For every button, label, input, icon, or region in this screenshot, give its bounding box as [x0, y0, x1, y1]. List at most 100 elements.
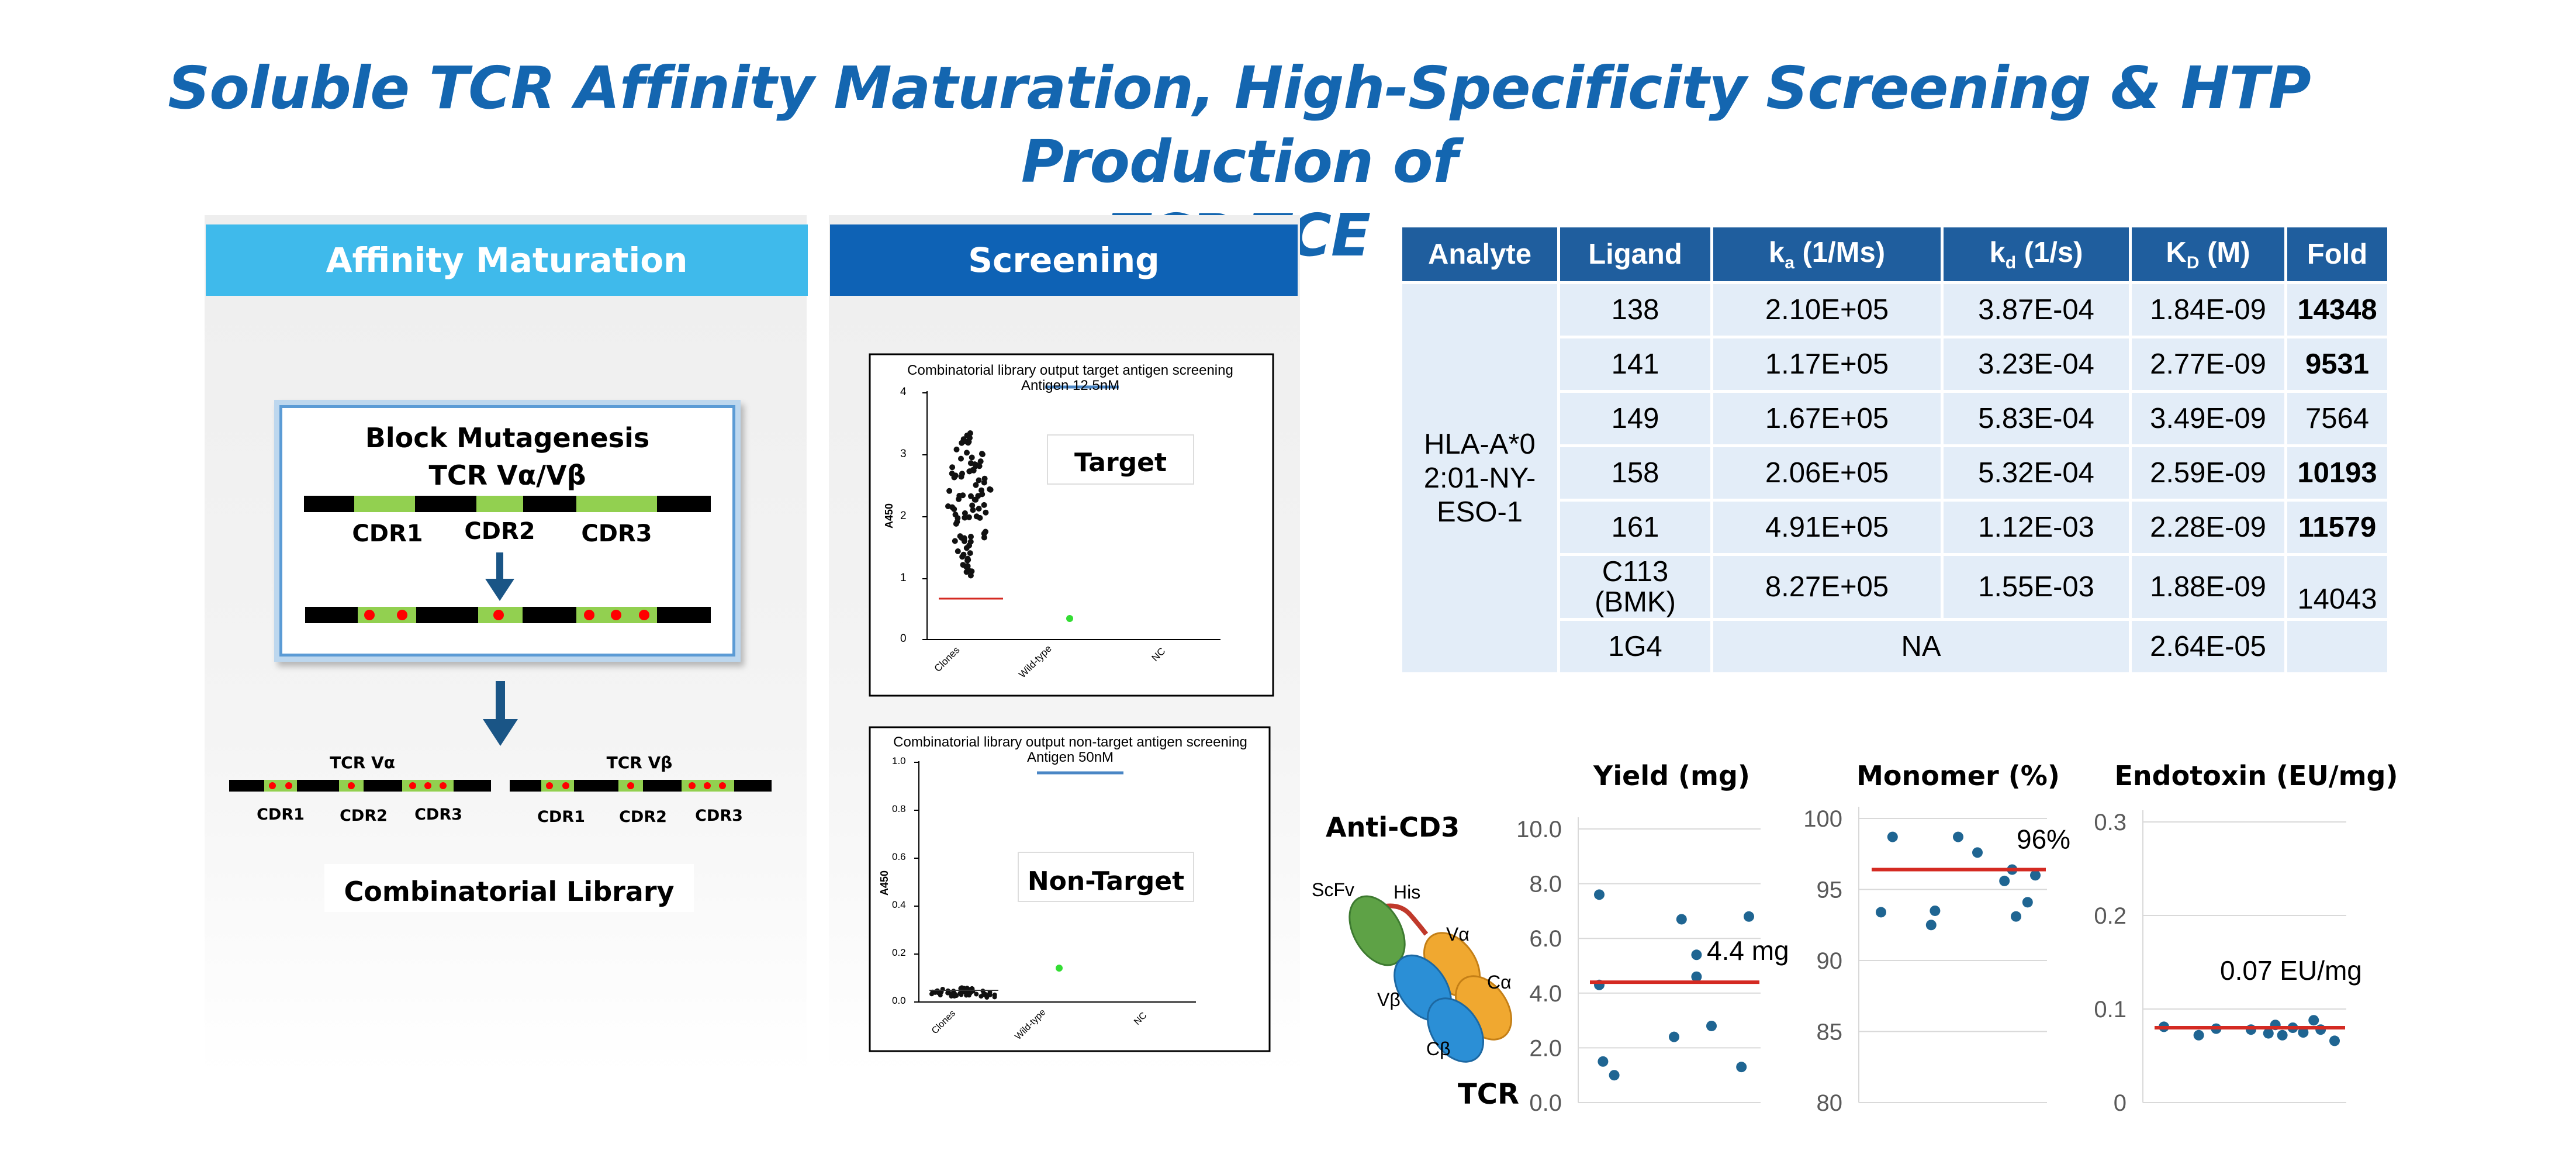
plot2-ytick-0.8: 0.8 [892, 803, 906, 814]
target-screening-plot [869, 353, 1274, 697]
down-arrow-icon [485, 552, 514, 601]
clone-point [971, 461, 978, 468]
table-row: 141 1.17E+05 3.23E-04 2.77E-09 9531 [1401, 336, 2390, 393]
plot2-ytick-0.0: 0.0 [892, 995, 906, 1006]
clone-point [954, 519, 960, 525]
va-cdr2-label: CDR2 [340, 807, 388, 825]
data-point [1598, 1056, 1609, 1067]
gene-bar-mutated [305, 607, 711, 623]
y-tick-label: 6.0 [1529, 926, 1562, 952]
analyte-text: HLA-A*02:01-NY-ESO-1 [1423, 429, 1536, 528]
data-point [1691, 949, 1702, 960]
plot1-ytick-4: 4 [900, 386, 907, 398]
y-tick-label: 2.0 [1529, 1035, 1562, 1061]
cdr2-label: CDR2 [464, 518, 535, 545]
data-point [1876, 907, 1886, 918]
clone-point [962, 514, 968, 521]
mean-label: 0.07 EU/mg [2220, 955, 2362, 986]
library-arrow-icon [483, 681, 518, 746]
plot1-yticks [922, 392, 927, 640]
clone-point [962, 510, 968, 516]
y-tick-label: 8.0 [1529, 872, 1562, 897]
production-chart-0: 10.0 8.0 6.0 4.0 2.0 0.0 4.4 mg [1516, 817, 1789, 1116]
vb-cdr1-label: CDR1 [537, 808, 585, 826]
data-point [1972, 847, 1983, 858]
header-ka: ka (1/Ms) [1710, 224, 1944, 284]
clone-point [959, 471, 965, 477]
clone-point [951, 506, 957, 512]
kd-cell: 5.83E-04 [1941, 390, 2132, 447]
clone-point [959, 440, 965, 446]
data-point [2263, 1028, 2274, 1039]
clone-point [973, 482, 979, 488]
clone-point [967, 550, 973, 557]
tcr-vb-label: TCR Vβ [606, 753, 673, 772]
clone-point [964, 557, 970, 564]
header-ligand: Ligand [1557, 224, 1713, 284]
production-chart-1: 100 95 90 85 80 96% [1803, 806, 2070, 1116]
plot2-yticks [914, 762, 919, 1003]
anti-cd3-title: Anti-CD3 [1326, 811, 1460, 843]
table-row: 158 2.06E+05 5.32E-04 2.59E-09 10193 [1401, 444, 2390, 502]
clone-point [953, 991, 957, 997]
table-row: 1G4 NA 2.64E-05 [1401, 618, 2390, 675]
data-point [1925, 920, 1937, 931]
clone-point [949, 471, 955, 476]
clone-point [964, 450, 970, 456]
tcr-label: TCR [1458, 1078, 1519, 1111]
ligand-cell: 141 [1557, 336, 1713, 393]
data-point [1594, 889, 1605, 900]
ka-cell: 2.10E+05 [1710, 281, 1944, 338]
clone-point [945, 990, 950, 996]
table-row: 149 1.67E+05 5.83E-04 3.49E-09 7564 [1401, 390, 2390, 447]
title-line-1: Soluble TCR Affinity Maturation, High-Sp… [168, 54, 2311, 196]
block-mutagenesis-title: Block Mutagenesis [365, 422, 650, 454]
KD-cell: 2.77E-09 [2129, 336, 2287, 393]
header-kd: kd (1/s) [1941, 224, 2132, 284]
data-point [1676, 914, 1687, 925]
data-point [2245, 1024, 2256, 1035]
endotoxin-chart-title: Endotoxin (EU/mg) [2114, 760, 2398, 792]
ligand-cell: 161 [1557, 499, 1713, 556]
plot2-ytick-0.2: 0.2 [892, 947, 906, 958]
clone-point [945, 503, 951, 509]
y-tick-label: 0.1 [2094, 997, 2127, 1022]
plot1-clone-points [945, 430, 994, 579]
ka-cell: 1.17E+05 [1710, 336, 1944, 393]
KD-cell: 2.64E-05 [2129, 618, 2287, 675]
clone-point [952, 538, 958, 544]
cb-label: Cβ [1426, 1038, 1451, 1059]
kd-cell: 1.55E-03 [1941, 553, 2132, 621]
plot2-title: Combinatorial library output non-target … [893, 734, 1247, 750]
gene-bar-va [229, 780, 491, 792]
table-row: C113 (BMK) 8.27E+05 1.55E-03 1.88E-09 14… [1401, 553, 2390, 621]
cdr1-label: CDR1 [352, 520, 423, 547]
monomer-chart-title: Monomer (%) [1856, 760, 2060, 792]
va-cdr1-label: CDR1 [257, 806, 305, 824]
KD-cell: 1.84E-09 [2129, 281, 2287, 338]
fold-cell: 14348 [2284, 281, 2390, 338]
vb-label: Vβ [1377, 989, 1401, 1010]
KD-cell: 3.49E-09 [2129, 390, 2287, 447]
plot2-clone-points [929, 985, 998, 1000]
clone-point [970, 507, 976, 513]
plot1-ytick-2: 2 [900, 510, 907, 522]
ligand-cell: 138 [1557, 281, 1713, 338]
y-tick-label: 95 [1817, 877, 1843, 903]
ligand-cell: 158 [1557, 444, 1713, 502]
kd-cell: 5.32E-04 [1941, 444, 2132, 502]
ka-kd-cell: NA [1710, 618, 2132, 675]
ka-cell: 2.06E+05 [1710, 444, 1944, 502]
library-label-box [324, 864, 694, 912]
clone-point [965, 566, 971, 573]
table-row: HLA-A*02:01-NY-ESO-1 138 2.10E+05 3.87E-… [1399, 281, 2390, 675]
clone-point [971, 496, 978, 503]
plot1-ytick-3: 3 [900, 448, 907, 460]
tcr-va-label: TCR Vα [330, 753, 395, 772]
clone-point [978, 451, 985, 457]
fold-cell: 9531 [2284, 336, 2390, 393]
KD-cell: 1.88E-09 [2129, 553, 2287, 621]
y-tick-label: 85 [1817, 1020, 1843, 1045]
clone-point [974, 991, 979, 997]
plot2-ytick-1.0: 1.0 [892, 755, 906, 766]
